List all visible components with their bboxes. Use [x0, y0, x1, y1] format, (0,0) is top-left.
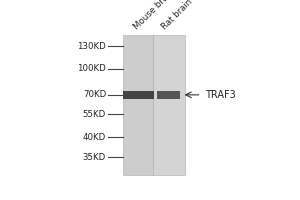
Text: 40KD: 40KD	[83, 133, 106, 142]
Text: 100KD: 100KD	[77, 64, 106, 73]
Text: 35KD: 35KD	[83, 153, 106, 162]
Bar	[153, 35, 184, 175]
Text: 130KD: 130KD	[77, 42, 106, 51]
Text: Mouse brain: Mouse brain	[132, 0, 176, 31]
Text: Rat brain: Rat brain	[160, 0, 194, 31]
Text: 70KD: 70KD	[83, 90, 106, 99]
Bar	[157, 91, 181, 99]
Bar	[123, 35, 154, 175]
Bar	[123, 91, 154, 99]
Text: TRAF3: TRAF3	[205, 90, 236, 100]
Text: 55KD: 55KD	[83, 110, 106, 119]
